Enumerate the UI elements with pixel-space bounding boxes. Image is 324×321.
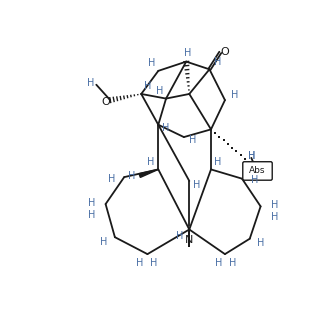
Text: H: H [88,210,95,220]
Text: H: H [271,212,278,222]
FancyBboxPatch shape [243,162,272,180]
Text: H: H [148,58,156,68]
Text: O: O [221,47,229,56]
Text: H: H [176,231,184,241]
Text: H: H [147,157,154,167]
Text: Abs: Abs [249,167,266,176]
Text: H: H [248,151,255,160]
Text: H: H [257,238,264,248]
Text: H: H [251,175,258,185]
Text: H: H [99,237,107,247]
Text: H: H [128,171,136,181]
Text: H: H [215,258,223,268]
Text: H: H [162,123,170,133]
Text: H: H [214,56,221,67]
Text: H: H [144,81,151,91]
Text: H: H [156,86,164,96]
Text: H: H [184,48,191,58]
Text: H: H [214,157,221,167]
Text: H: H [88,197,95,208]
Polygon shape [139,169,158,178]
Text: H: H [136,258,144,268]
Text: N: N [185,235,193,245]
Text: H: H [229,258,237,268]
Text: H: H [108,174,115,184]
Text: H: H [87,78,95,88]
Text: H: H [190,135,197,145]
Text: H: H [150,258,157,268]
Text: H: H [248,151,255,160]
Text: H: H [193,180,201,190]
Text: O: O [101,97,110,107]
Text: H: H [231,91,238,100]
Text: H: H [271,200,278,210]
